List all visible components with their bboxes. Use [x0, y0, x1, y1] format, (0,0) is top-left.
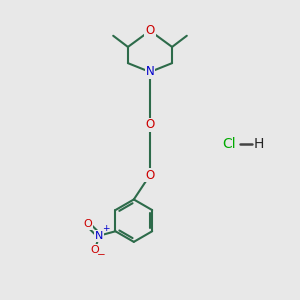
Text: +: + — [102, 224, 110, 233]
Text: O: O — [146, 24, 154, 37]
Text: O: O — [91, 245, 99, 255]
Text: N: N — [95, 231, 103, 241]
Text: O: O — [146, 169, 154, 182]
Text: N: N — [146, 65, 154, 79]
Text: O: O — [146, 118, 154, 131]
Text: Cl: Cl — [223, 137, 236, 151]
Text: H: H — [254, 137, 264, 151]
Text: O: O — [84, 220, 92, 230]
Text: −: − — [97, 250, 106, 260]
